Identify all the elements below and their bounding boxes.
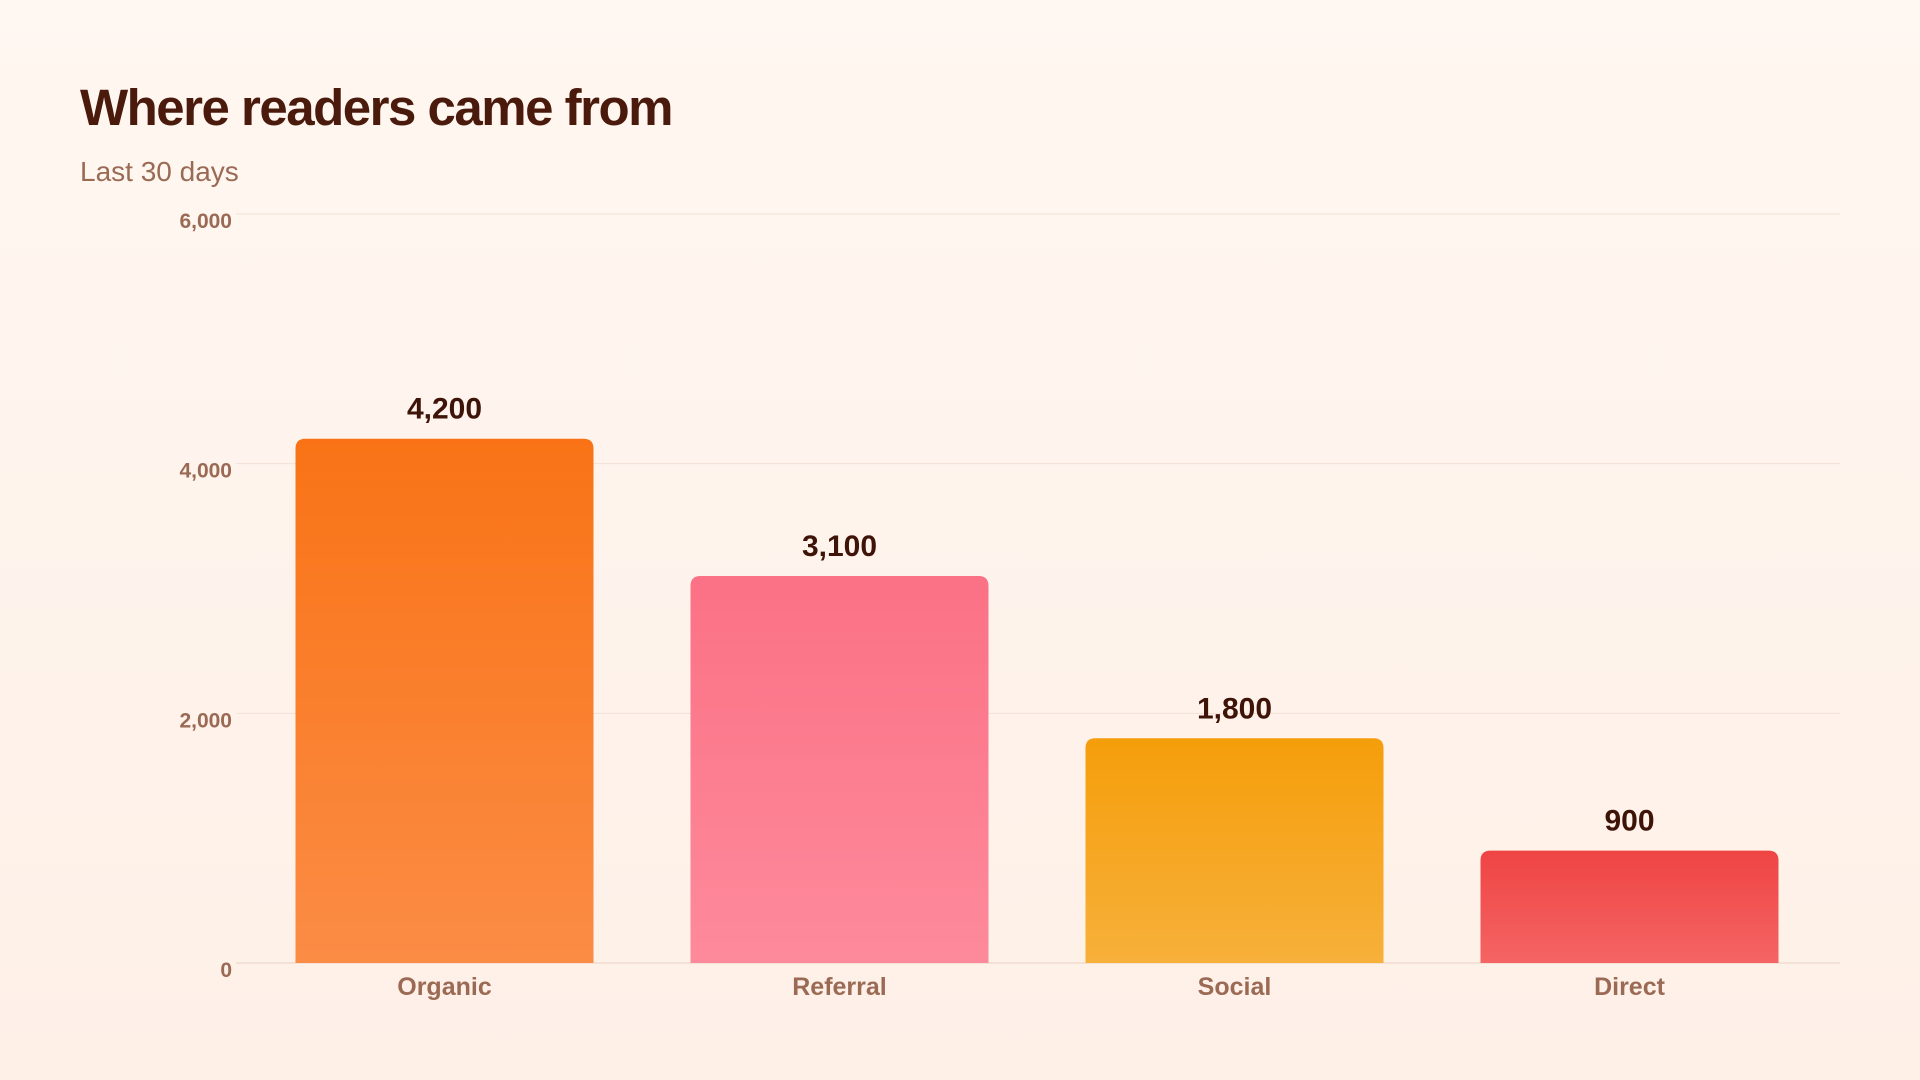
bar-social[interactable] <box>1085 738 1384 963</box>
bar-value-label: 3,100 <box>802 530 877 563</box>
y-tick-label: 4,000 <box>179 460 232 483</box>
x-category-label: Direct <box>1594 973 1666 1001</box>
bar-value-label: 4,200 <box>407 393 482 426</box>
chart-title: Where readers came from <box>80 79 673 136</box>
bar-value-label: 1,800 <box>1197 692 1272 725</box>
bar-referral[interactable] <box>690 576 989 963</box>
x-category-label: Referral <box>792 973 887 1001</box>
y-tick-label: 6,000 <box>179 210 232 233</box>
bar-direct[interactable] <box>1480 850 1779 963</box>
bar-value-label: 900 <box>1604 805 1654 838</box>
bars-layer <box>295 438 1779 963</box>
y-tick-label: 0 <box>220 959 232 982</box>
x-category-label: Social <box>1198 973 1272 1001</box>
chart-subtitle: Last 30 days <box>80 156 239 187</box>
bar-organic[interactable] <box>295 438 594 963</box>
y-tick-label: 2,000 <box>179 709 232 732</box>
x-category-label: Organic <box>397 973 492 1001</box>
labels-layer: 0 2,000 4,000 6,000 4,200 Organic 3,100 Referra… <box>179 210 1665 1001</box>
